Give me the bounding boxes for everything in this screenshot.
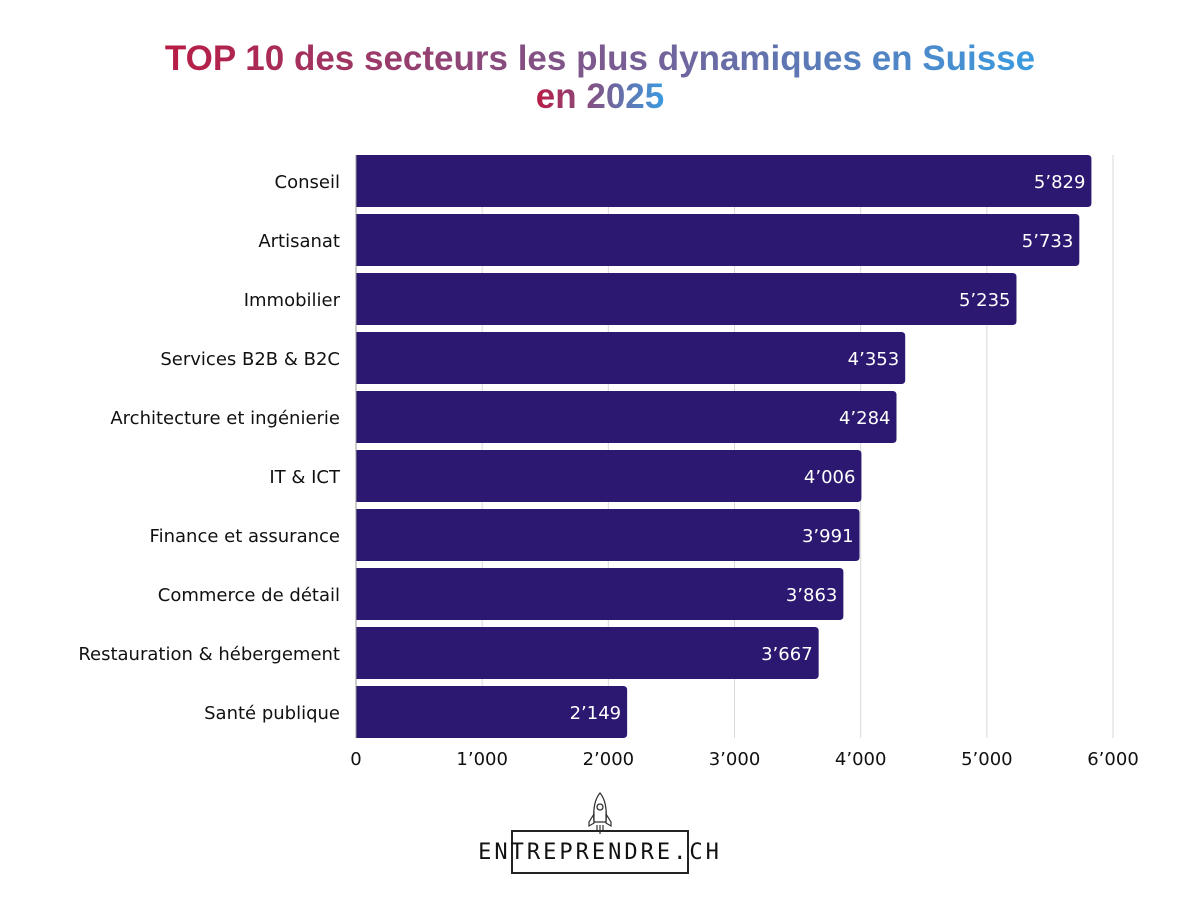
bar xyxy=(356,332,906,384)
bar-value-label: 3’991 xyxy=(802,526,854,547)
bar-value-label: 2’149 xyxy=(570,703,622,724)
bar-group: 4’284 xyxy=(356,391,897,443)
bar xyxy=(356,509,860,561)
bar xyxy=(356,155,1092,207)
bar-value-label: 4’353 xyxy=(848,349,900,370)
bar xyxy=(356,627,819,679)
category-label: Immobilier xyxy=(244,290,341,311)
bar-value-label: 4’006 xyxy=(804,467,856,488)
category-label: Restauration & hébergement xyxy=(78,644,340,665)
bar-group: 4’353 xyxy=(356,332,906,384)
x-tick-label: 3’000 xyxy=(709,749,761,770)
bar xyxy=(356,214,1080,266)
x-tick-label: 5’000 xyxy=(961,749,1013,770)
category-label: Santé publique xyxy=(204,703,340,724)
logo-frame: ENTREPRENDRE.CH xyxy=(478,830,719,874)
bar-value-label: 3’863 xyxy=(786,585,838,606)
x-tick-label: 2’000 xyxy=(583,749,635,770)
category-label: Conseil xyxy=(275,172,340,193)
bar-group: 3’863 xyxy=(356,568,844,620)
category-labels: Conseil Artisanat Immobilier Services B2B &… xyxy=(78,172,341,724)
bar xyxy=(356,686,628,738)
chart-title-line-1: TOP 10 des secteurs les plus dynamiques … xyxy=(164,39,1036,78)
x-tick-label: 6’000 xyxy=(1087,749,1139,770)
bar-group: 5’235 xyxy=(356,273,1017,325)
bar-value-label: 4’284 xyxy=(839,408,891,429)
brand-logo: ENTREPRENDRE.CH xyxy=(478,790,719,876)
bar-group: 4’006 xyxy=(356,450,862,502)
bar-value-label: 5’235 xyxy=(959,290,1011,311)
bar xyxy=(356,273,1017,325)
bar-group: 5’829 xyxy=(356,155,1092,207)
category-label: Architecture et ingénierie xyxy=(110,408,340,429)
bar-group: 5’733 xyxy=(356,214,1080,266)
bars: 5’829 5’733 5’235 4’353 4’284 4’006 3’991 3’863… xyxy=(356,155,1092,738)
bar-group: 3’991 xyxy=(356,509,860,561)
logo-text: ENTREPRENDRE.CH xyxy=(478,839,722,865)
bar-group: 3’667 xyxy=(356,627,819,679)
bar-value-label: 3’667 xyxy=(761,644,813,665)
bar xyxy=(356,391,897,443)
chart-title: TOP 10 des secteurs les plus dynamiques … xyxy=(0,40,1200,116)
bar-value-label: 5’829 xyxy=(1034,172,1086,193)
category-label: IT & ICT xyxy=(269,467,341,488)
x-tick-label: 0 xyxy=(350,749,361,770)
x-tick-label: 4’000 xyxy=(835,749,887,770)
category-label: Finance et assurance xyxy=(150,526,340,547)
bar xyxy=(356,568,844,620)
x-tick-label: 1’000 xyxy=(456,749,508,770)
category-label: Commerce de détail xyxy=(158,585,340,606)
category-label: Artisanat xyxy=(258,231,340,252)
bar xyxy=(356,450,862,502)
bar-group: 2’149 xyxy=(356,686,628,738)
chart-title-line-2: en 2025 xyxy=(535,77,665,116)
x-axis-ticks: 0 1’000 2’000 3’000 4’000 5’000 6’000 xyxy=(350,749,1138,770)
bar-value-label: 5’733 xyxy=(1022,231,1074,252)
category-label: Services B2B & B2C xyxy=(160,349,340,370)
